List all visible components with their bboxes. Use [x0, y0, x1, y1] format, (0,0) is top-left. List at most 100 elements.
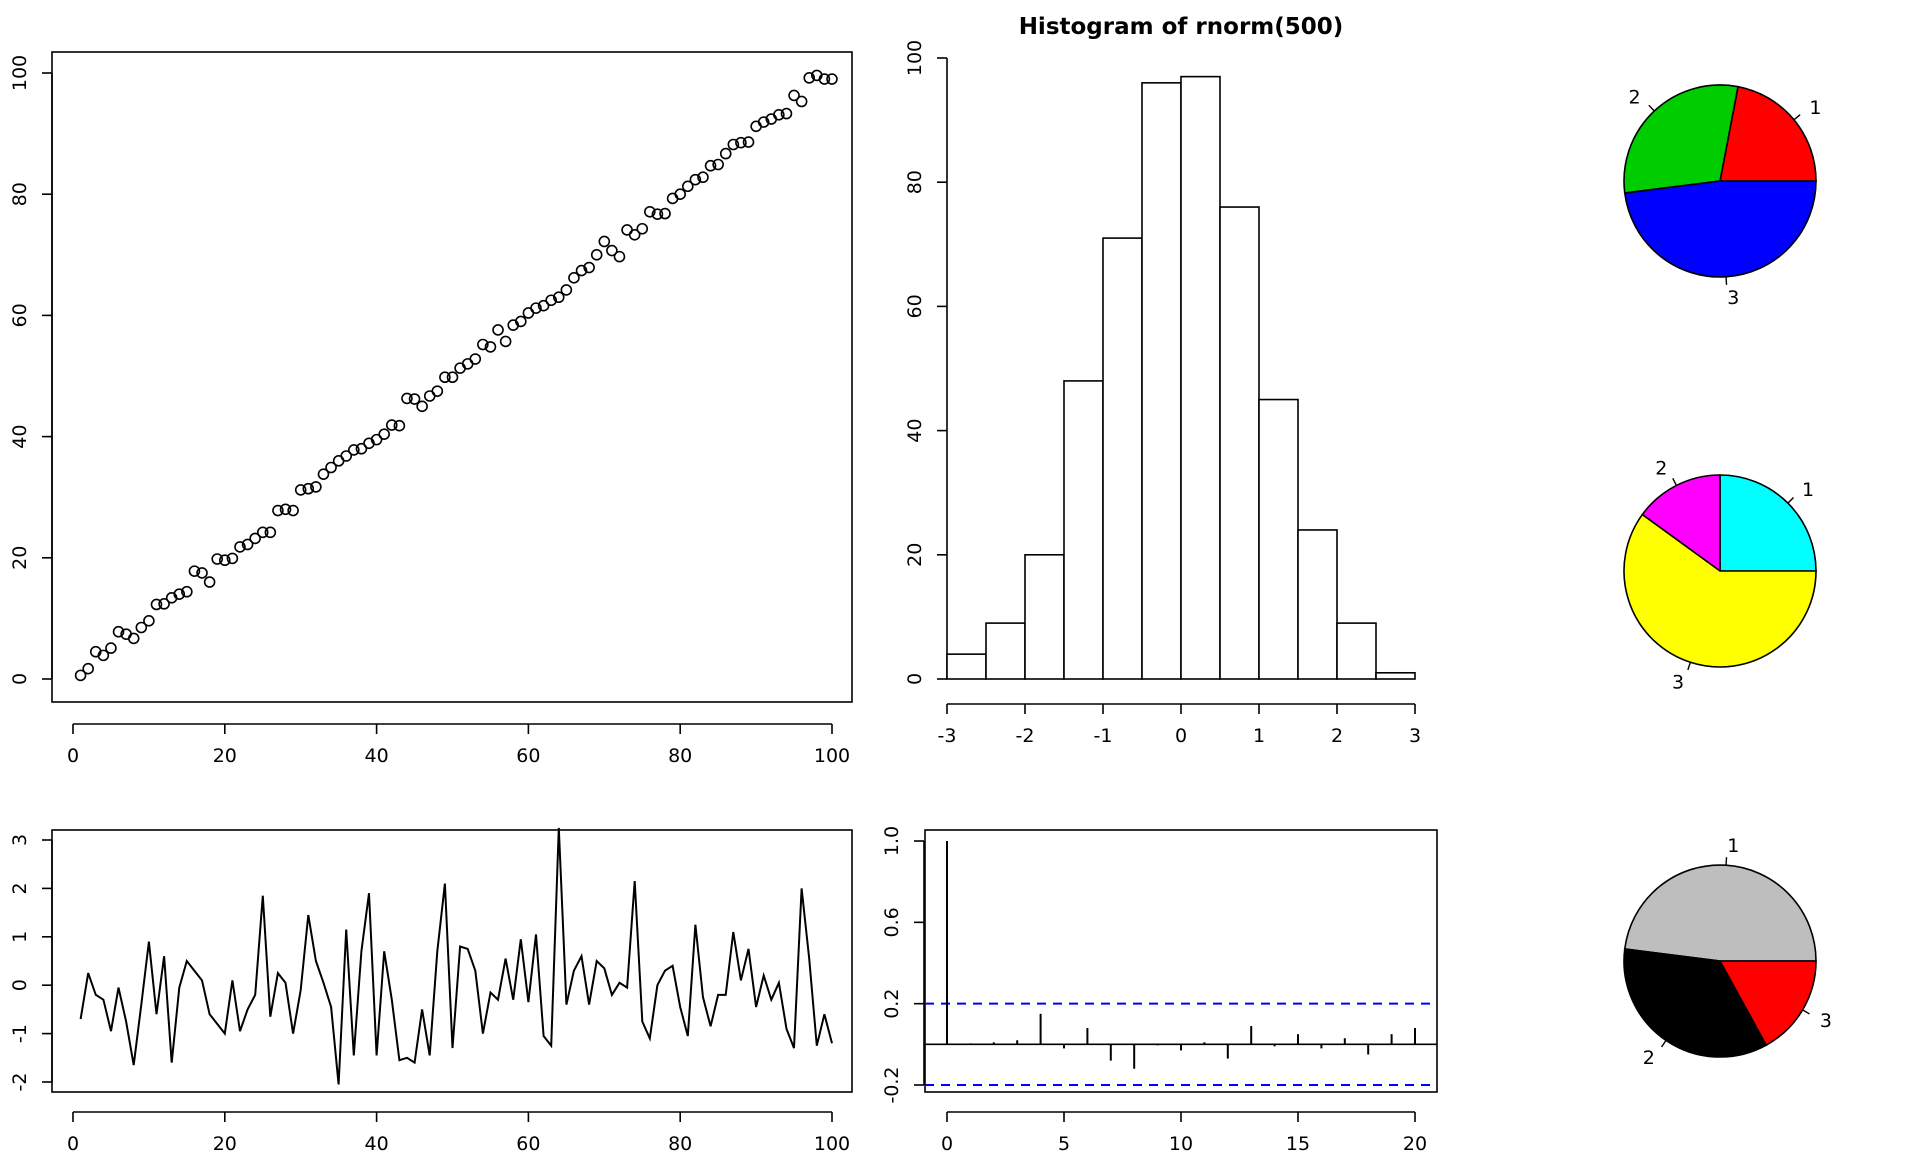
scatter-point [750, 120, 762, 133]
scatter-point [173, 588, 186, 600]
scatter-point [484, 341, 497, 353]
pie2-label-tick [1672, 478, 1678, 486]
scatter-points [74, 69, 838, 682]
pie1-label-tick [1725, 276, 1728, 285]
pie3-slice-3 [1718, 960, 1817, 1047]
x-tick-label: 60 [516, 1133, 540, 1152]
x-tick-label: 20 [213, 1133, 237, 1152]
pie1-slice-label: 2 [1628, 86, 1640, 108]
pie1-slice-label: 1 [1809, 97, 1821, 119]
histogram-y-axis: 0 20 40 60 80 100 [904, 40, 948, 685]
scatter-point [97, 649, 110, 662]
scatter-point [181, 585, 193, 598]
lineplot-x-axis: 0 20 40 60 80 100 [67, 1111, 850, 1152]
y-tick-label: 3 [9, 834, 31, 846]
scatter-point [598, 235, 611, 248]
scatter-point [628, 229, 641, 241]
scatter-point [552, 291, 565, 304]
histogram-bar [1141, 82, 1182, 680]
x-tick-label: -2 [1016, 725, 1035, 747]
y-tick-label: 80 [904, 170, 926, 194]
y-tick-label: 40 [904, 419, 926, 443]
scatter-point [188, 565, 201, 577]
scatter-point [105, 642, 117, 654]
scatter-point [704, 159, 717, 172]
scatter-point [416, 400, 428, 413]
x-tick-label: 100 [814, 1133, 850, 1152]
scatter-point [537, 299, 550, 312]
x-tick-label: 0 [1175, 725, 1187, 747]
scatter-point [408, 393, 421, 405]
scatter-point [492, 324, 504, 336]
histogram-bar [1180, 75, 1221, 680]
y-tick-label: 1.0 [881, 826, 903, 856]
histogram-bar [1297, 529, 1338, 680]
histogram-title: Histogram of rnorm(500) [1019, 14, 1344, 40]
scatter-x-axis: 0 20 40 60 80 100 [67, 723, 850, 767]
pie3-slice-label: 3 [1820, 1010, 1832, 1032]
scatter-point [370, 433, 383, 446]
pie2-slice-label: 2 [1655, 458, 1667, 480]
histogram-bar [1024, 553, 1065, 680]
x-tick-label: 80 [668, 1133, 692, 1152]
pie1-label-tick [1793, 114, 1801, 121]
x-tick-label: 5 [1058, 1133, 1070, 1152]
y-tick-label: -2 [9, 1073, 31, 1092]
scatter-point [530, 302, 542, 314]
pie3-slice-1 [1623, 864, 1817, 962]
scatter-point [249, 532, 261, 545]
scatter-point [287, 504, 299, 517]
pie2-label-tick [1687, 662, 1692, 671]
lineplot-y-axis: -2 -1 0 1 2 3 [9, 834, 53, 1092]
scatter-point [636, 222, 649, 235]
scatter-point [112, 625, 125, 638]
scatter-point [272, 504, 284, 517]
acf-bars [946, 841, 1416, 1069]
scatter-point [439, 371, 451, 384]
x-tick-label: 2 [1331, 725, 1343, 747]
scatter-point [795, 95, 808, 108]
scatter-point [226, 552, 239, 565]
scatter-point [401, 392, 413, 405]
scatter-point [241, 538, 254, 551]
scatter-point [590, 249, 603, 261]
y-tick-label: 1 [9, 931, 31, 943]
scatter-point [681, 180, 694, 193]
pie2-chart: 1 2 3 [1623, 458, 1817, 693]
scatter-point [82, 662, 94, 675]
scatter-point [712, 158, 724, 171]
x-tick-label: 20 [1403, 1133, 1427, 1152]
acf-plot-frame [924, 829, 1438, 1093]
pie1-slice-3 [1623, 180, 1817, 278]
scatter-point [727, 138, 740, 151]
histogram-bar [985, 622, 1026, 680]
x-tick-label: -1 [1094, 725, 1113, 747]
scatter-point [568, 272, 580, 284]
scatter-point [583, 261, 595, 274]
scatter-point [469, 353, 482, 365]
scatter-point [803, 72, 816, 84]
x-tick-label: 1 [1253, 725, 1265, 747]
x-tick-label: 40 [365, 1133, 389, 1152]
histogram-bar [1258, 398, 1299, 680]
x-tick-label: 20 [213, 745, 237, 767]
histogram-bar [1375, 671, 1416, 680]
scatter-point [219, 554, 231, 567]
x-tick-label: 0 [67, 1133, 79, 1152]
scatter-point [606, 244, 618, 257]
scatter-point [393, 419, 406, 432]
x-tick-label: 10 [1169, 1133, 1193, 1152]
scatter-point [742, 136, 755, 148]
scatter-point [325, 461, 337, 474]
y-tick-label: 100 [9, 55, 31, 91]
scatter-point [264, 526, 277, 539]
y-tick-label: 0 [9, 673, 31, 685]
scatter-point [355, 442, 368, 455]
histogram-bars [946, 75, 1416, 680]
scatter-point [317, 468, 330, 480]
y-tick-label: 0.6 [881, 907, 903, 937]
pie1-chart: 1 2 3 [1623, 84, 1821, 309]
histogram-bar [946, 653, 987, 680]
scatter-point [158, 598, 170, 610]
